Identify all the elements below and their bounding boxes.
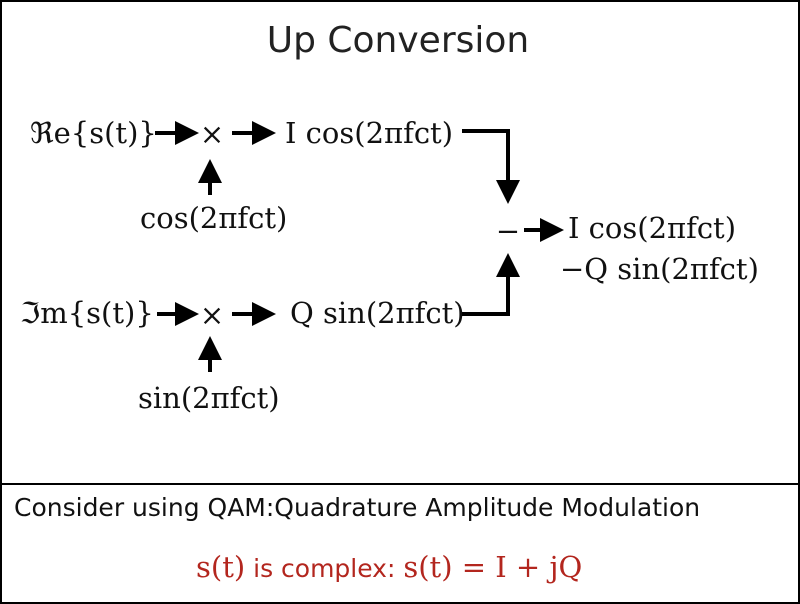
bottom-product-label: Q sin(2πfᴄt) — [290, 296, 465, 330]
cos-carrier-label: cos(2πfᴄt) — [140, 201, 287, 235]
top-mixer-symbol: × — [200, 117, 224, 151]
output-line-2: −Q sin(2πfᴄt) — [560, 252, 759, 286]
arrow-bottom-to-subtractor — [462, 253, 520, 316]
bottom-mixer-symbol: × — [200, 298, 224, 332]
arrow-top-to-subtractor — [462, 129, 520, 204]
complex-note-equation: s(t) = I + jQ — [403, 550, 582, 584]
page-title: Up Conversion — [267, 20, 529, 61]
imag-part-input: ℑm{s(t)} — [20, 296, 154, 330]
complex-note: s(t) is complex: s(t) = I + jQ — [196, 550, 582, 584]
complex-note-signal: s(t) — [196, 550, 245, 584]
complex-note-text: is complex: — [245, 554, 403, 583]
subtractor-symbol: − — [496, 214, 520, 248]
real-part-input: ℜe{s(t)} — [30, 116, 157, 150]
top-product-label: I cos(2πfᴄt) — [285, 116, 453, 150]
sin-carrier-label: sin(2πfᴄt) — [138, 381, 280, 415]
output-line-1: I cos(2πfᴄt) — [568, 211, 736, 245]
qam-caption: Consider using QAM:Quadrature Amplitude … — [14, 493, 700, 522]
